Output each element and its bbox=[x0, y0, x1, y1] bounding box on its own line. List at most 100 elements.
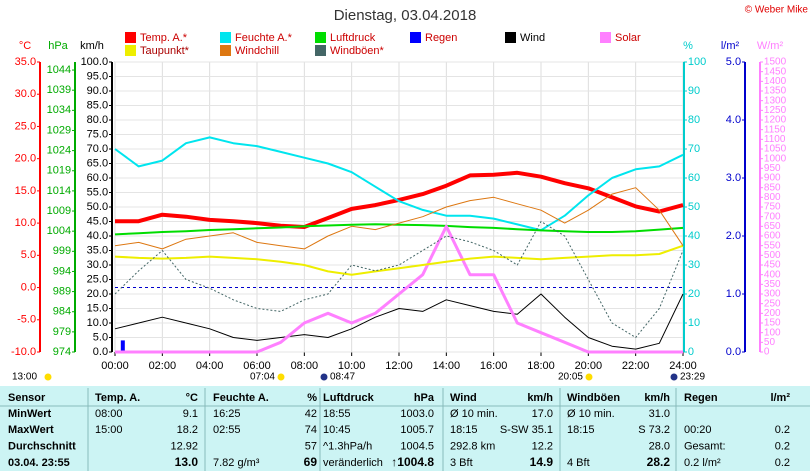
x-tick-label: 06:00 bbox=[243, 360, 271, 372]
x-tick-label: 10:00 bbox=[338, 360, 366, 372]
y-tick-label: 850 bbox=[764, 182, 781, 193]
x-tick-label: 22:00 bbox=[622, 360, 650, 372]
table-cell: Ø 10 min. bbox=[450, 408, 498, 420]
table-header: Wind bbox=[450, 392, 477, 404]
y-tick-label: 80.0 bbox=[87, 114, 108, 126]
y-tick-label: 30.0 bbox=[15, 88, 36, 100]
y-tick-label: 90 bbox=[688, 85, 700, 97]
y-tick-label: 1029 bbox=[47, 124, 71, 136]
legend-swatch bbox=[125, 45, 136, 56]
legend-swatch bbox=[220, 45, 231, 56]
y-tick-label: 600 bbox=[764, 231, 781, 242]
legend-swatch bbox=[505, 32, 516, 43]
y-tick-label: 70 bbox=[688, 143, 700, 155]
y-tick-label: 50 bbox=[764, 337, 776, 348]
table-header: Feuchte A. bbox=[213, 392, 269, 404]
y-tick-label: 1004 bbox=[47, 225, 71, 237]
legend-swatch bbox=[315, 32, 326, 43]
table-cell: 00:20 bbox=[684, 424, 712, 436]
table-cell: 74 bbox=[305, 424, 317, 436]
table-background bbox=[0, 386, 810, 471]
astro-icon bbox=[320, 373, 328, 381]
legend-swatch bbox=[315, 45, 326, 56]
y-tick-label: 250 bbox=[764, 298, 781, 309]
y-tick-label: 1000 bbox=[764, 153, 787, 164]
y-tick-label: 900 bbox=[764, 173, 781, 184]
y-tick-label: 50 bbox=[688, 201, 700, 213]
y-tick-label: 350 bbox=[764, 279, 781, 290]
y-tick-label: 55.0 bbox=[87, 186, 108, 198]
table-header: Regen bbox=[684, 392, 718, 404]
table-header: Windböen bbox=[567, 392, 620, 404]
table-cell: 03.04. 23:55 bbox=[8, 457, 70, 469]
table-header: km/h bbox=[527, 392, 553, 404]
table-cell: 16:25 bbox=[213, 408, 241, 420]
table-header: °C bbox=[186, 392, 198, 404]
legend-swatch bbox=[410, 32, 421, 43]
series-line bbox=[114, 187, 684, 250]
y-tick-label: 989 bbox=[53, 285, 71, 297]
astro-time: 08:47 bbox=[330, 372, 355, 383]
table-cell: 15:00 bbox=[95, 424, 123, 436]
table-cell: 12.92 bbox=[170, 441, 198, 453]
table-cell: MinWert bbox=[8, 408, 52, 420]
astro-icon bbox=[670, 373, 678, 381]
y-tick-label: 550 bbox=[764, 240, 781, 251]
y-tick-label: 1200 bbox=[764, 115, 787, 126]
table-cell: 69 bbox=[304, 455, 318, 469]
y-tick-label: 800 bbox=[764, 192, 781, 203]
copyright: © Weber Mike bbox=[745, 5, 809, 16]
x-tick-label: 16:00 bbox=[480, 360, 508, 372]
y-tick-label: 0.0 bbox=[726, 346, 741, 358]
y-axis-unit: km/h bbox=[80, 40, 104, 52]
y-tick-label: 1044 bbox=[47, 64, 71, 76]
table-cell: 14.9 bbox=[530, 455, 554, 469]
table-cell: MaxWert bbox=[8, 424, 54, 436]
y-tick-label: 1300 bbox=[764, 95, 787, 106]
x-tick-label: 24:00 bbox=[669, 360, 697, 372]
series-line bbox=[114, 244, 684, 276]
x-tick-label: 18:00 bbox=[527, 360, 555, 372]
table-header: l/m² bbox=[770, 392, 790, 404]
table-cell: 28.2 bbox=[647, 455, 671, 469]
y-tick-label: 1039 bbox=[47, 84, 71, 96]
y-tick-label: 200 bbox=[764, 308, 781, 319]
table-cell: Ø 10 min. bbox=[567, 408, 615, 420]
table-header: km/h bbox=[644, 392, 670, 404]
y-tick-label: 150 bbox=[764, 318, 781, 329]
series-line bbox=[114, 293, 684, 350]
y-tick-label: 70.0 bbox=[87, 143, 108, 155]
table-header: Temp. A. bbox=[95, 392, 140, 404]
legend-label: Solar bbox=[615, 32, 641, 44]
table-cell: 9.1 bbox=[183, 408, 198, 420]
table-cell: ↑1004.8 bbox=[391, 455, 434, 469]
y-tick-label: 10.0 bbox=[87, 317, 108, 329]
y-axis-unit: l/m² bbox=[721, 40, 740, 52]
table-cell: 57 bbox=[305, 441, 317, 453]
y-tick-label: 20 bbox=[688, 288, 700, 300]
y-tick-label: 3.0 bbox=[726, 172, 741, 184]
y-tick-label: 0.0 bbox=[21, 281, 36, 293]
table-cell: S-SW 35.1 bbox=[500, 424, 553, 436]
table-cell: 18.2 bbox=[177, 424, 198, 436]
table-cell: 13.0 bbox=[175, 455, 199, 469]
chart-title: Dienstag, 03.04.2018 bbox=[334, 7, 477, 24]
table-header: % bbox=[307, 392, 317, 404]
y-tick-label: 1500 bbox=[764, 57, 787, 68]
x-tick-label: 08:00 bbox=[291, 360, 319, 372]
y-tick-label: 25.0 bbox=[87, 273, 108, 285]
table-header: Luftdruck bbox=[323, 392, 375, 404]
astro-time: 07:04 bbox=[250, 372, 275, 383]
y-tick-label: 1019 bbox=[47, 165, 71, 177]
y-tick-label: 400 bbox=[764, 269, 781, 280]
rain-bar bbox=[120, 340, 125, 352]
y-tick-label: 1450 bbox=[764, 66, 787, 77]
y-tick-label: 0.0 bbox=[93, 346, 108, 358]
y-tick-label: 1250 bbox=[764, 105, 787, 116]
y-tick-label: 0 bbox=[764, 347, 770, 358]
table-cell: 0.2 bbox=[775, 441, 790, 453]
table-cell: 10:45 bbox=[323, 424, 351, 436]
y-tick-label: 1024 bbox=[47, 145, 71, 157]
table-cell: 4 Bft bbox=[567, 457, 590, 469]
